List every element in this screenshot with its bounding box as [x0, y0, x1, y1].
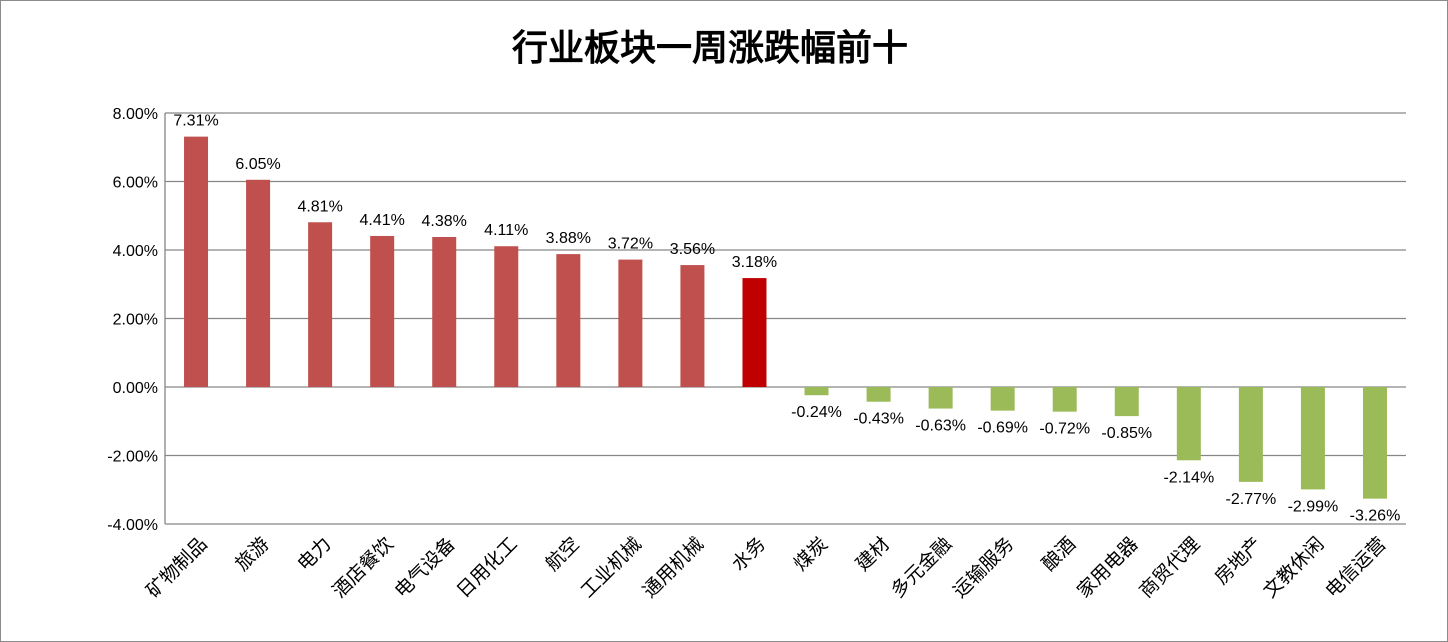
- category-label: 房地产: [1211, 533, 1267, 589]
- category-label: 运输服务: [949, 533, 1018, 602]
- category-label: 航空: [541, 533, 583, 575]
- bar: [1114, 387, 1139, 417]
- data-label: 7.31%: [173, 113, 218, 130]
- category-label: 电信运营: [1321, 533, 1390, 602]
- bar: [494, 246, 519, 387]
- bar: [742, 278, 767, 387]
- data-label: 4.81%: [297, 198, 342, 215]
- bars: [184, 136, 1387, 499]
- bar: [432, 236, 457, 387]
- category-label: 煤炭: [790, 533, 832, 575]
- data-label: -0.63%: [915, 418, 966, 435]
- y-tick-label: 0.00%: [113, 380, 158, 397]
- category-label: 酿酒: [1038, 533, 1080, 575]
- y-tick-label: 4.00%: [113, 243, 158, 260]
- y-tick-label: -2.00%: [107, 449, 158, 466]
- data-label: -2.14%: [1163, 469, 1214, 486]
- bar: [1238, 387, 1263, 482]
- data-label: -0.24%: [791, 404, 842, 421]
- data-label: 3.72%: [608, 236, 653, 253]
- category-label: 旅游: [231, 533, 273, 575]
- category-label: 电力: [293, 533, 335, 575]
- data-label: -3.26%: [1350, 508, 1401, 525]
- category-label: 工业机械: [577, 533, 646, 602]
- bar: [866, 387, 891, 402]
- category-label: 酒店餐饮: [328, 533, 397, 602]
- data-label: -0.43%: [853, 411, 904, 428]
- data-label: 4.11%: [484, 222, 528, 239]
- category-label: 商贸代理: [1135, 533, 1204, 602]
- bar: [1300, 387, 1325, 490]
- bar: [928, 387, 953, 409]
- y-tick-label: 6.00%: [113, 175, 158, 192]
- data-label: -2.77%: [1226, 491, 1277, 508]
- bar: [1052, 387, 1077, 412]
- data-label: 3.56%: [670, 241, 715, 258]
- category-label: 建材: [852, 533, 894, 575]
- bar: [308, 222, 333, 387]
- y-axis-ticks: 8.00% 6.00% 4.00% 2.00% 0.00% -2.00% -4.00%: [107, 106, 158, 534]
- data-label: -2.99%: [1288, 498, 1339, 515]
- data-label: 3.88%: [546, 230, 591, 247]
- data-label: 4.38%: [422, 213, 467, 230]
- data-labels: 7.31% 6.05% 4.81% 4.41% 4.38% 4.11% 3.88% 3.72%…: [173, 113, 1400, 525]
- data-label: -0.69%: [977, 420, 1028, 437]
- category-label: 电气设备: [390, 533, 459, 602]
- data-label: 6.05%: [235, 156, 280, 173]
- bar: [1176, 387, 1201, 461]
- y-tick-label: 2.00%: [113, 312, 158, 329]
- category-label: 多元金融: [887, 533, 956, 602]
- category-label: 通用机械: [639, 533, 708, 602]
- y-tick-label: -4.00%: [107, 517, 158, 534]
- data-label: -0.72%: [1039, 421, 1090, 438]
- data-label: 4.41%: [359, 212, 404, 229]
- gridlines: [164, 112, 1406, 525]
- category-label: 水务: [728, 533, 770, 575]
- bar: [184, 136, 209, 387]
- bar: [680, 265, 705, 387]
- y-tick-label: 8.00%: [113, 106, 158, 123]
- bar: [370, 235, 395, 387]
- bar: [556, 254, 581, 387]
- bar: [990, 387, 1015, 411]
- bar: [618, 259, 643, 387]
- bar: [804, 387, 829, 396]
- chart-title: 行业板块一周涨跌幅前十: [511, 27, 908, 69]
- data-label: 3.18%: [732, 254, 777, 271]
- bar: [1362, 387, 1387, 499]
- category-label: 文教休闲: [1259, 533, 1328, 602]
- category-label: 日用化工: [453, 533, 522, 602]
- category-label: 家用电器: [1073, 533, 1142, 602]
- data-label: -0.85%: [1101, 425, 1152, 442]
- bar: [246, 179, 271, 387]
- category-label: 矿物制品: [142, 533, 211, 602]
